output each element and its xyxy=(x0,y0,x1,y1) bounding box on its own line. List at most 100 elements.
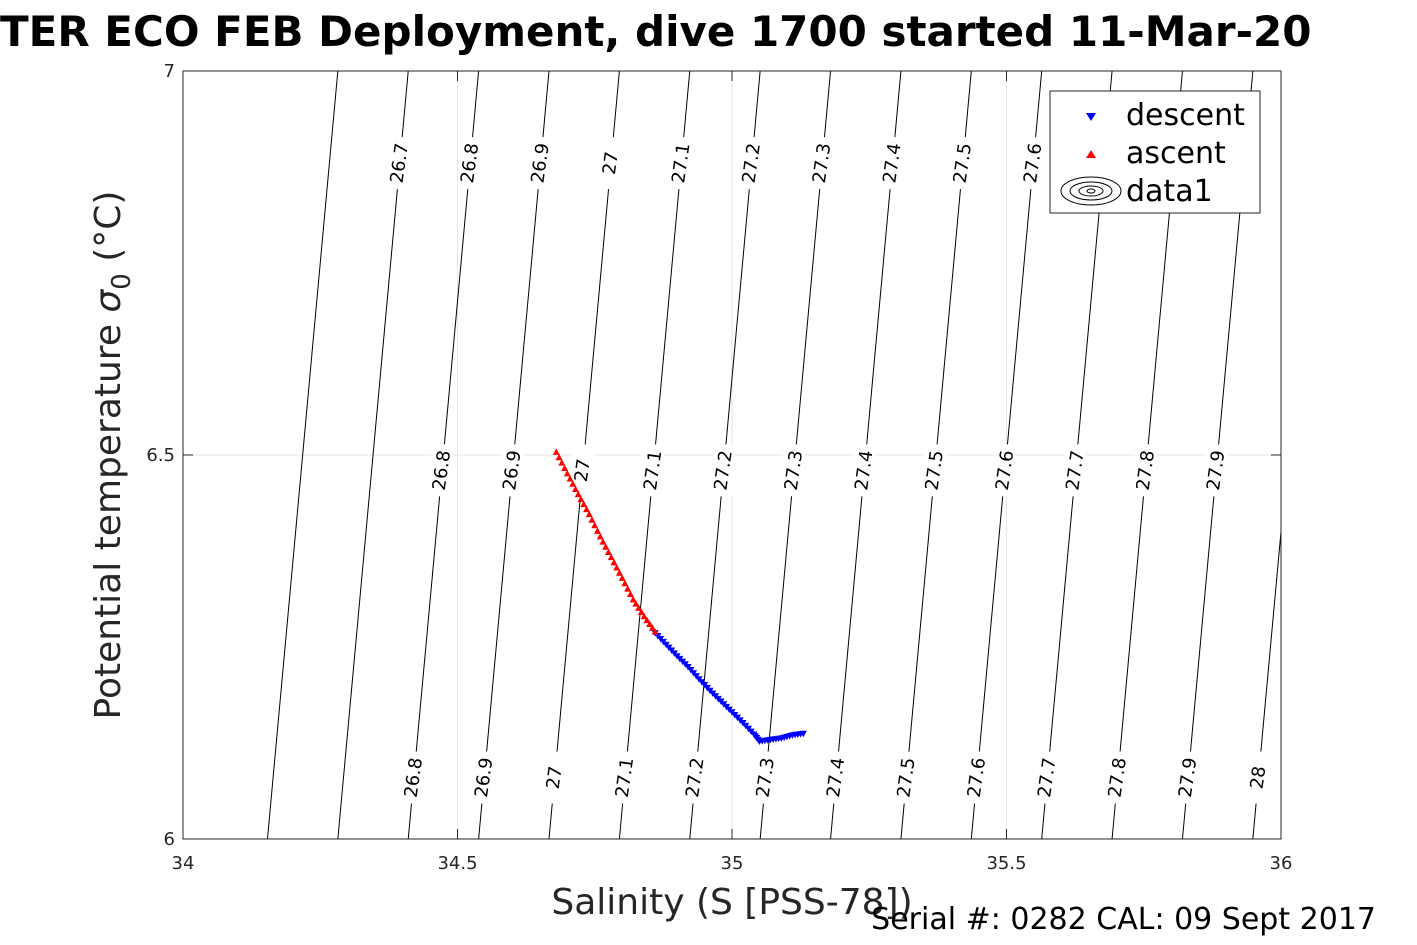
ascent-marker-2-2 xyxy=(580,500,588,508)
contour-label-top-3: 27 xyxy=(599,150,623,176)
contour-label-bg-middle-11 xyxy=(1205,444,1228,497)
ascent-marker-4-3 xyxy=(604,548,612,555)
ascent-marker-0-2 xyxy=(558,459,566,466)
ascent-marker-7-2 xyxy=(635,604,643,611)
contour-label-bg-middle-2 xyxy=(571,444,594,497)
contour-label-bg-top-4 xyxy=(670,137,693,190)
y-axis-label-sigma: σ xyxy=(88,289,129,313)
legend-data1-label: data1 xyxy=(1126,174,1213,209)
x-tick-label-1: 34.5 xyxy=(437,853,477,874)
ascent-marker-4-0 xyxy=(596,532,604,540)
ascent-marker-9-0 xyxy=(651,628,659,635)
contour-label-bg-middle-9 xyxy=(1064,444,1087,497)
contour-label-bg-top-7 xyxy=(881,137,904,190)
legend-contour-icon xyxy=(1060,176,1122,206)
contour-label-bg-middle-6 xyxy=(853,444,876,497)
ascent-marker-2-1 xyxy=(577,495,585,503)
ascent-marker-6-1 xyxy=(621,579,629,587)
ascent-marker-1-2 xyxy=(569,480,577,487)
x-tick-label-3: 35.5 xyxy=(986,853,1026,874)
ascent-marker-8-2 xyxy=(646,620,654,627)
contour-label-bg-middle-4 xyxy=(712,444,735,497)
contour-label-bg-bottom-8 xyxy=(965,751,988,804)
ascent-marker-5-3 xyxy=(615,569,623,576)
contour-label-bg-middle-7 xyxy=(923,444,946,497)
ascent-marker-8-1 xyxy=(643,616,651,624)
contour-label-bg-middle-10 xyxy=(1134,444,1157,497)
y-tick-label-1: 6.5 xyxy=(146,445,175,466)
contour-line-0 xyxy=(266,70,339,840)
ascent-marker-3-1 xyxy=(588,516,596,523)
data-markers xyxy=(552,448,807,745)
ascent-marker-7-0 xyxy=(629,595,637,603)
ascent-marker-3-0 xyxy=(585,510,593,518)
ascent-marker-1-1 xyxy=(566,475,574,482)
contour-label-bg-top-0 xyxy=(388,137,411,190)
ascent-marker-4-2 xyxy=(602,543,610,550)
ascent-marker-8-3 xyxy=(648,624,656,631)
contour-label-bottom-2: 27 xyxy=(543,765,567,791)
y-axis-label: Potential temperature σ0 (°C) xyxy=(88,191,137,720)
legend-descent-label: descent xyxy=(1126,98,1245,133)
contour-label-bg-top-2 xyxy=(529,137,552,190)
contour-label-bg-bottom-11 xyxy=(1177,751,1200,804)
ascent-marker-2-3 xyxy=(583,505,591,513)
x-axis-label: Salinity (S [PSS-78]) xyxy=(551,882,912,923)
y-tick-label-2: 7 xyxy=(164,61,175,82)
axis-ticks: 34 34.5 35 35.5 36 6 6.5 7 xyxy=(146,61,1292,874)
ascent-marker-2-0 xyxy=(574,490,582,498)
ascent-marker-0-0 xyxy=(552,448,560,455)
contour-label-bg-bottom-6 xyxy=(825,751,848,804)
contour-label-bg-bottom-0 xyxy=(402,751,425,804)
contour-label-bg-bottom-2 xyxy=(543,751,566,804)
contour-label-bg-middle-0 xyxy=(431,444,454,497)
ascent-marker-7-1 xyxy=(632,600,640,607)
contour-label-bg-top-1 xyxy=(459,137,482,190)
contour-label-bg-bottom-12 xyxy=(1247,751,1270,804)
contour-label-bg-top-6 xyxy=(811,137,834,190)
legend-ascent-marker xyxy=(1086,150,1096,158)
contour-label-bg-bottom-3 xyxy=(614,751,637,804)
ascent-marker-0-3 xyxy=(561,464,569,472)
y-axis-label-unit: (°C) xyxy=(88,191,129,274)
x-tick-label-0: 34 xyxy=(172,853,195,874)
contour-label-bg-top-9 xyxy=(1022,137,1045,190)
contour-label-bg-middle-1 xyxy=(501,444,524,497)
serial-footnote: Serial #: 0282 CAL: 09 Sept 2017 xyxy=(871,902,1376,937)
contour-label-bg-bottom-9 xyxy=(1036,751,1059,804)
x-tick-label-2: 35 xyxy=(721,853,744,874)
chart-title: TER ECO FEB Deployment, dive 1700 starte… xyxy=(0,7,1311,56)
contour-label-bg-middle-8 xyxy=(994,444,1017,497)
contour-label-bg-bottom-7 xyxy=(895,751,918,804)
contour-line-1 xyxy=(337,70,409,840)
ascent-marker-7-3 xyxy=(637,608,645,616)
descent-marker-14-0 xyxy=(799,730,807,738)
ascent-marker-1-3 xyxy=(572,485,580,492)
ascent-marker-6-2 xyxy=(624,585,632,592)
contour-label-bottom-12: 28 xyxy=(1246,765,1270,791)
contour-label-middle-2: 27 xyxy=(571,458,595,484)
legend: descent ascent data1 xyxy=(1049,90,1261,214)
ascent-marker-5-2 xyxy=(613,564,621,571)
ascent-marker-3-2 xyxy=(591,521,599,529)
contour-label-bg-bottom-10 xyxy=(1106,751,1129,804)
legend-descent-marker xyxy=(1086,113,1096,121)
y-axis-label-main: Potential temperature xyxy=(88,313,129,720)
contour-label-bg-top-8 xyxy=(951,137,974,190)
legend-box xyxy=(1049,90,1261,214)
ascent-marker-4-1 xyxy=(599,538,607,545)
ascent-marker-6-3 xyxy=(626,590,634,598)
contour-label-bg-middle-3 xyxy=(642,444,665,497)
contour-label-bg-top-3 xyxy=(599,137,622,190)
ascent-marker-1-0 xyxy=(563,469,571,477)
contour-label-bg-bottom-1 xyxy=(473,751,496,804)
ascent-marker-5-0 xyxy=(607,553,615,561)
ascent-marker-0-1 xyxy=(555,453,563,461)
legend-ascent-label: ascent xyxy=(1126,136,1226,171)
ascent-marker-3-3 xyxy=(593,527,601,534)
y-tick-label-0: 6 xyxy=(164,829,175,850)
ascent-marker-5-1 xyxy=(610,558,618,566)
contour-label-bg-middle-5 xyxy=(782,444,805,497)
ascent-marker-6-0 xyxy=(618,574,626,581)
